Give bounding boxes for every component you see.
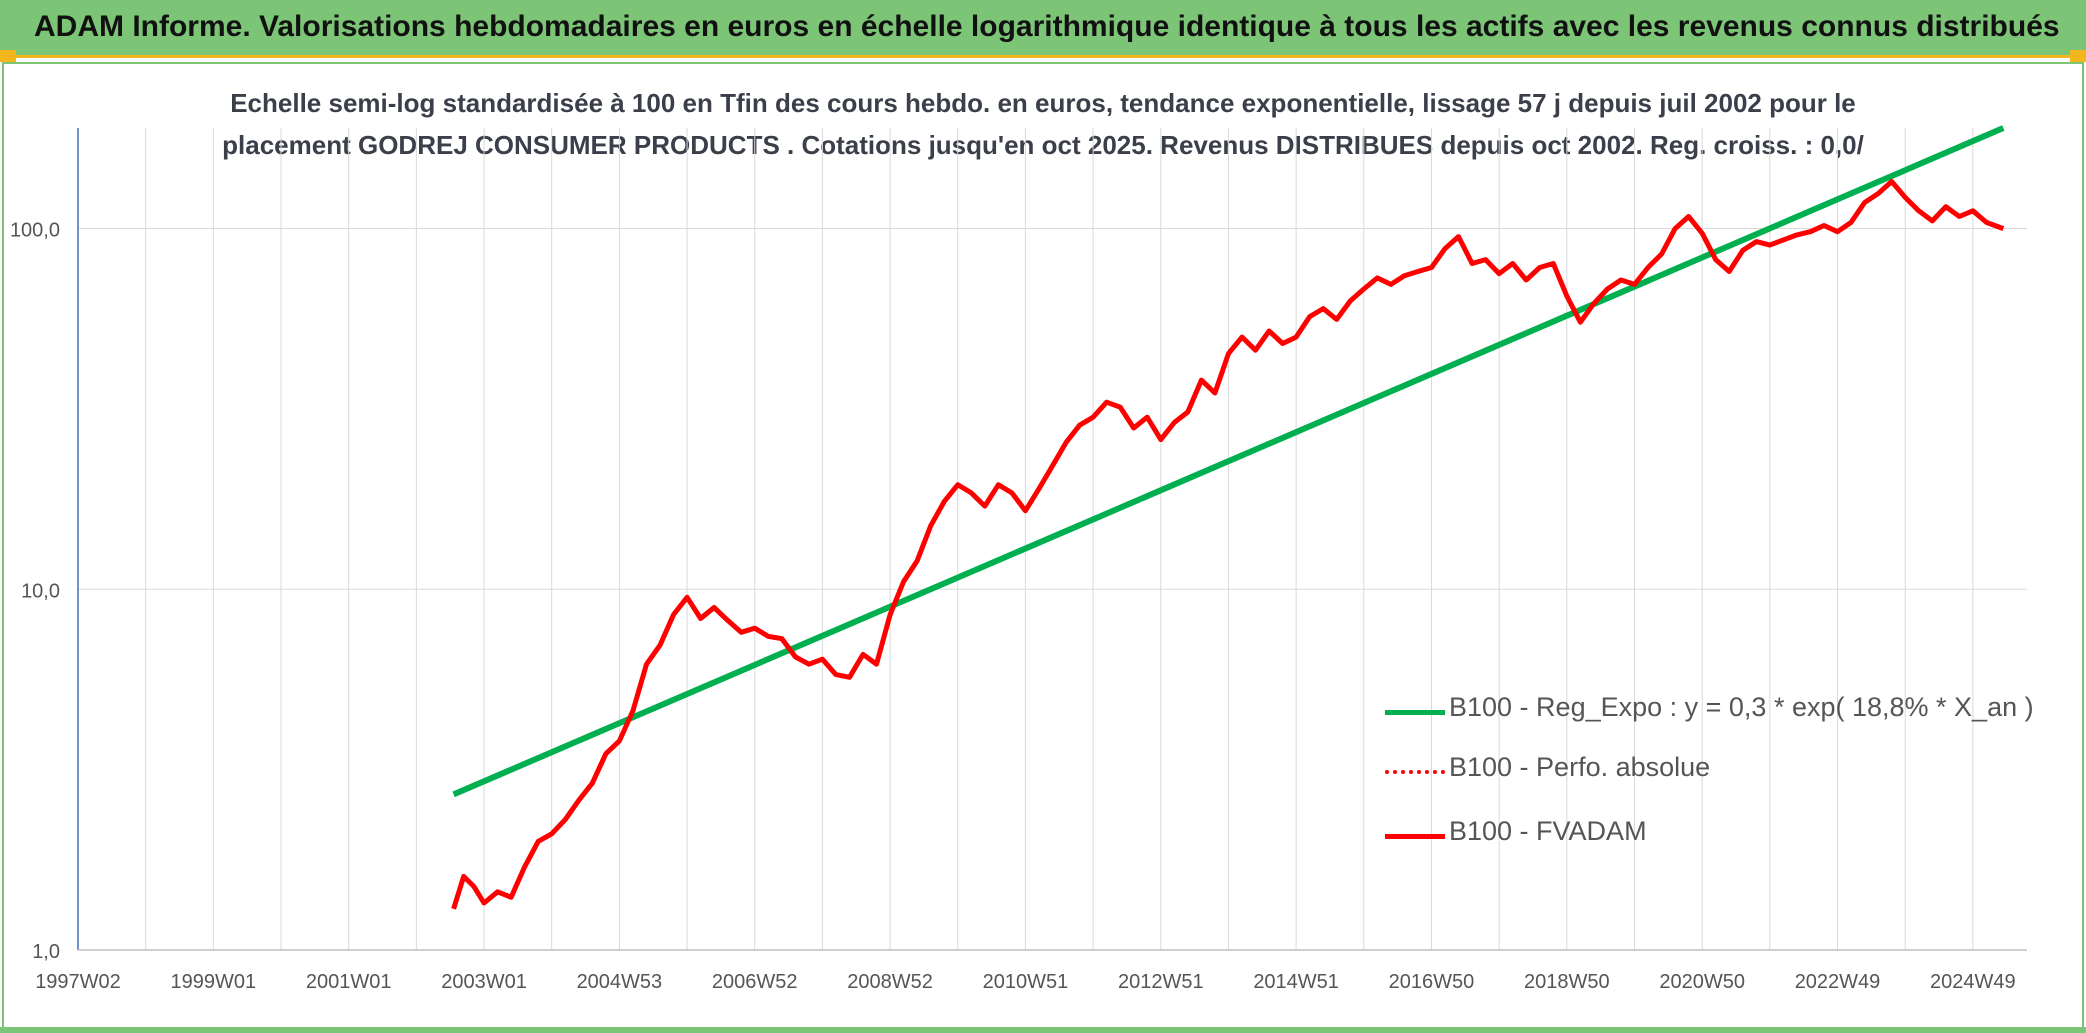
series-line-0 [452, 125, 2005, 798]
y-tick-label: 10,0 [21, 580, 60, 602]
y-tick-label: 100,0 [10, 220, 60, 242]
header-bar [0, 0, 2086, 58]
x-tick-label: 2003W01 [441, 971, 527, 993]
corner-right-decoration [2070, 50, 2086, 62]
x-tick-label: 1999W01 [171, 971, 257, 993]
legend-swatch-perfo [1385, 770, 1445, 774]
x-tick-label: 2022W49 [1795, 971, 1881, 993]
x-tick-label: 2018W50 [1524, 971, 1610, 993]
x-tick-label: 2006W52 [712, 971, 798, 993]
series-line-2 [451, 179, 2005, 910]
legend-label-trend: B100 - Reg_Expo : y = 0,3 * exp( 18,8% *… [1449, 692, 2034, 722]
x-tick-label: 2016W50 [1389, 971, 1475, 993]
x-tick-label: 2010W51 [983, 971, 1069, 993]
chart-title-line-1: Echelle semi-log standardisée à 100 en T… [230, 88, 1856, 118]
x-tick-label: 2008W52 [847, 971, 933, 993]
x-tick-label: 2024W49 [1930, 971, 2016, 993]
x-tick-label: 2020W50 [1659, 971, 1745, 993]
x-tick-label: 2001W01 [306, 971, 392, 993]
axes [77, 128, 2027, 951]
chart-title-line-2: placement GODREJ CONSUMER PRODUCTS . Cot… [222, 130, 1864, 160]
x-tick-label: 1997W02 [35, 971, 121, 993]
grid-lines [77, 128, 2027, 951]
x-tick-label: 2004W53 [577, 971, 663, 993]
tick-labels: 100,0 10,0 1,0 1997W02 1999W01 2001W01 2003W01… [10, 220, 2016, 993]
page-title: ADAM Informe. Valorisations hebdomadaire… [34, 10, 2060, 43]
x-tick-label: 2014W51 [1253, 971, 1339, 993]
legend-label-fvadam: B100 - FVADAM [1449, 816, 1647, 846]
series-lines [451, 125, 2005, 910]
corner-left-decoration [0, 50, 16, 62]
y-tick-label: 1,0 [32, 941, 60, 963]
x-tick-label: 2012W51 [1118, 971, 1204, 993]
legend-label-perfo: B100 - Perfo. absolue [1449, 752, 1711, 782]
bottom-bar [0, 1027, 2086, 1033]
legend-swatch-fvadam [1385, 834, 1445, 839]
legend-swatch-trend [1385, 710, 1445, 715]
